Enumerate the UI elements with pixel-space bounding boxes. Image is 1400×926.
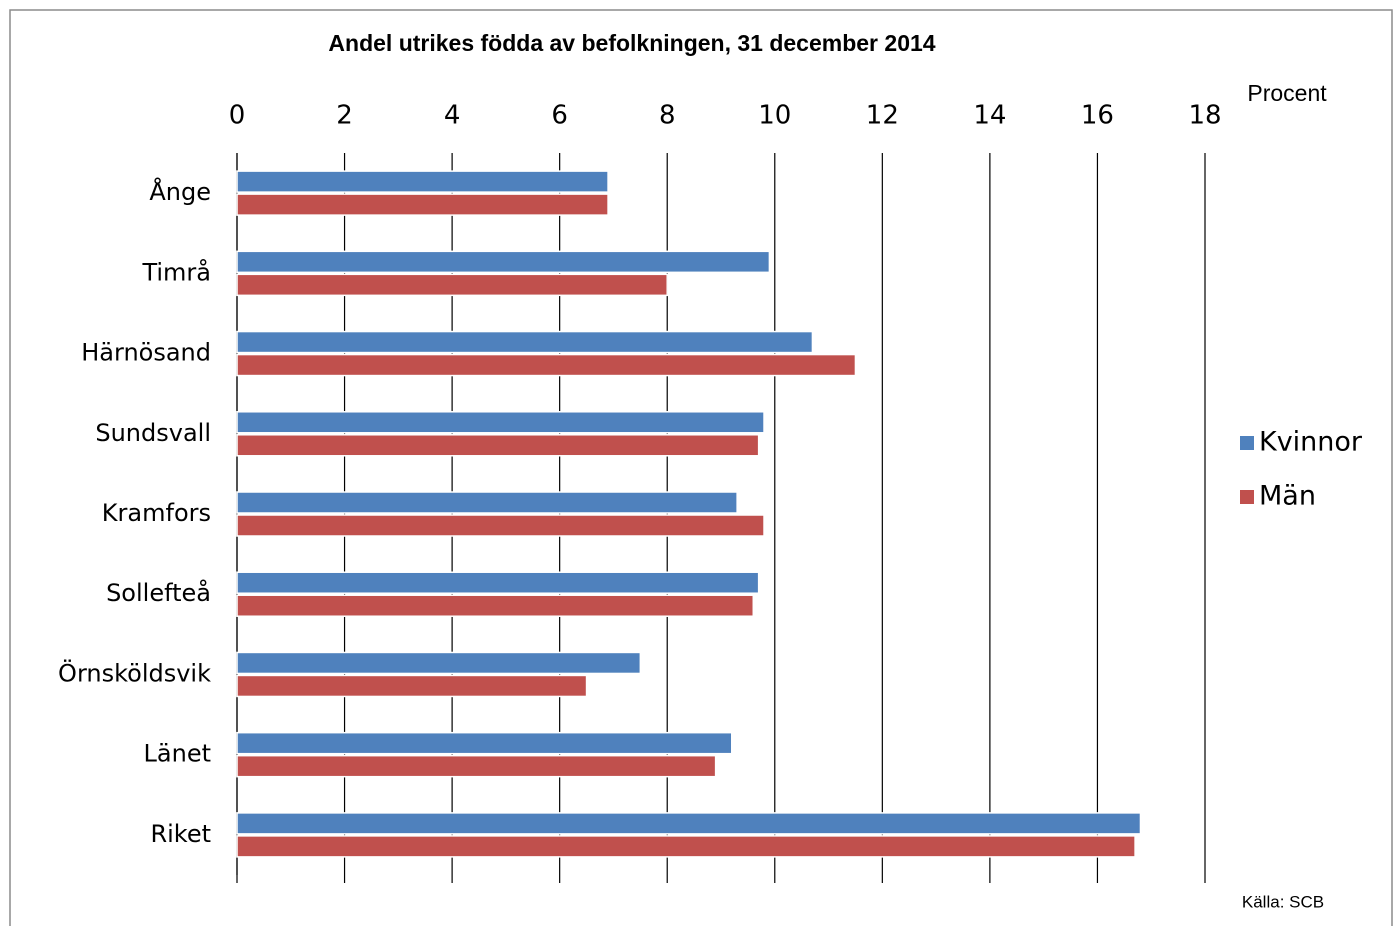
- x-tick-label: 8: [659, 101, 676, 131]
- bar: [236, 594, 755, 617]
- x-tick-label: 0: [229, 101, 246, 131]
- x-tick-label: 12: [866, 101, 899, 131]
- x-tick-label: 4: [444, 101, 461, 131]
- legend-swatch: [1240, 436, 1254, 450]
- legend-swatch: [1240, 490, 1254, 504]
- source-note: Källa: SCB: [1242, 892, 1324, 911]
- bar: [236, 835, 1136, 858]
- bar: [236, 731, 733, 755]
- x-tick-label: 2: [336, 101, 353, 131]
- bar: [236, 674, 588, 698]
- bar: [236, 491, 738, 514]
- x-tick-label: 6: [551, 101, 568, 131]
- bar: [236, 250, 771, 274]
- bar: [236, 812, 1142, 835]
- legend-label: Män: [1259, 481, 1316, 512]
- bar: [236, 330, 814, 354]
- x-tick-label: 14: [973, 101, 1006, 131]
- bar: [236, 514, 765, 537]
- y-tick-label: Ånge: [149, 177, 211, 206]
- x-tick-label: 16: [1081, 101, 1114, 131]
- x-axis-label: Procent: [1247, 80, 1327, 106]
- chart-border: [9, 9, 1393, 926]
- bar: [236, 651, 642, 675]
- bar: [236, 754, 717, 778]
- y-tick-label: Länet: [144, 740, 211, 768]
- bar: [236, 571, 760, 594]
- chart-title: Andel utrikes födda av befolkningen, 31 …: [328, 30, 935, 56]
- x-tick-label: 10: [758, 101, 791, 131]
- y-tick-label: Timrå: [141, 257, 211, 286]
- y-tick-label: Sollefteå: [106, 578, 211, 607]
- y-tick-label: Kramfors: [102, 499, 211, 527]
- bar: [236, 353, 857, 377]
- bar: [236, 411, 765, 434]
- bar: [236, 434, 760, 457]
- y-tick-label: Sundsvall: [95, 419, 211, 447]
- bar: [236, 193, 609, 216]
- y-tick-label: Riket: [150, 820, 211, 848]
- bar: [236, 170, 609, 193]
- x-tick-label: 18: [1188, 101, 1221, 131]
- bar: [236, 273, 668, 297]
- y-tick-label: Härnösand: [81, 339, 211, 367]
- y-tick-label: Örnsköldsvik: [58, 658, 211, 687]
- legend-label: Kvinnor: [1259, 427, 1363, 458]
